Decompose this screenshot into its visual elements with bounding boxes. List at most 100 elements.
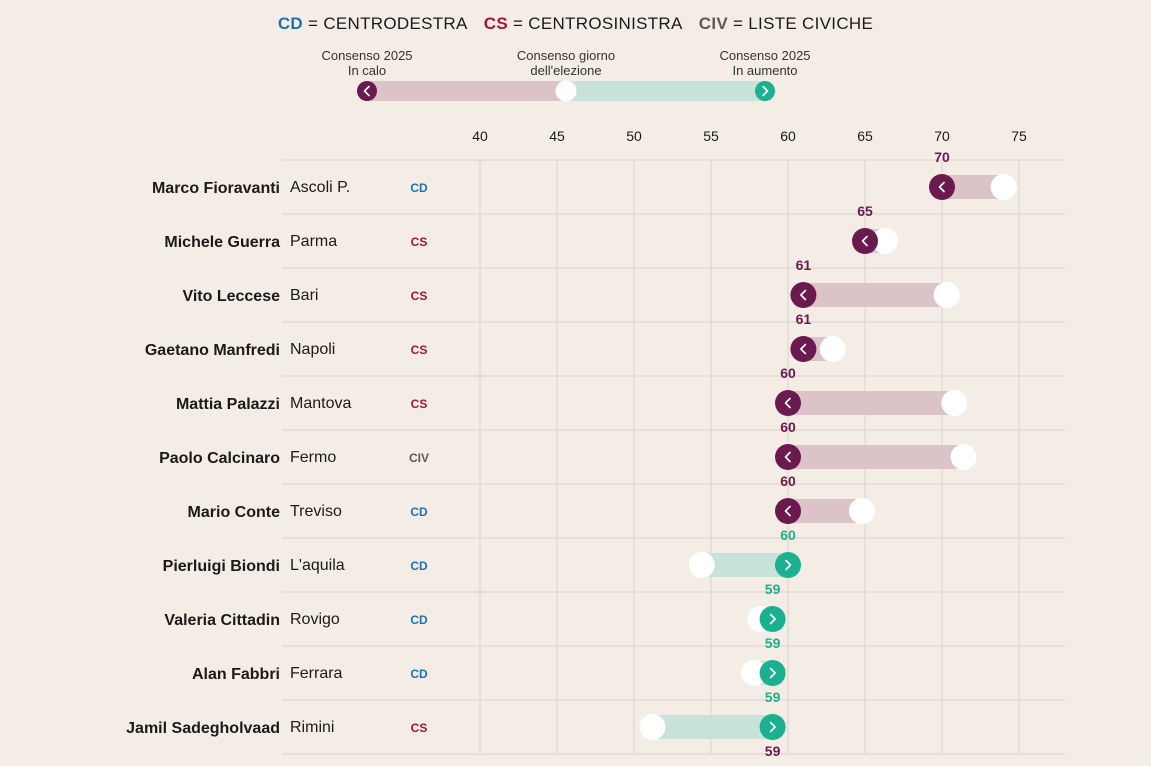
data-row: Michele Guerra Parma CS 65: [164, 203, 899, 254]
chevron-right-icon: [762, 85, 769, 97]
value-label: 59: [765, 581, 781, 597]
legend-eq: =: [308, 14, 319, 33]
legend-up-bar: [566, 81, 765, 101]
election-dot: [741, 660, 768, 686]
value-label: 70: [934, 149, 950, 165]
chevron-left-icon: [784, 451, 791, 463]
candidate-name: Pierluigi Biondi: [163, 558, 280, 575]
legend-eq: =: [513, 14, 524, 33]
legend-cd-abbr: CD: [277, 14, 304, 33]
consensus-2025-dot: [852, 228, 878, 254]
chevron-right-icon: [785, 559, 792, 571]
chevron-left-icon: [363, 85, 370, 97]
city-name: Fermo: [290, 449, 336, 466]
legend-down-dot: [357, 81, 377, 101]
candidate-name: Gaetano Manfredi: [145, 342, 280, 359]
city-name: Rovigo: [290, 611, 340, 628]
consensus-2025-dot: [775, 552, 801, 578]
tick-label: 50: [626, 128, 642, 144]
consensus-2025-dot: [790, 336, 817, 362]
chevron-right-icon: [769, 667, 776, 679]
city-name: Ascoli P.: [290, 179, 350, 196]
legend-eq: =: [733, 14, 744, 33]
tick-label: 45: [549, 128, 565, 144]
consensus-2025-dot: [759, 660, 786, 686]
range-bar: [788, 391, 955, 415]
range-bar: [652, 715, 773, 739]
party-badge: CD: [410, 181, 428, 195]
consensus-2025-dot: [759, 606, 786, 632]
election-dot: [819, 336, 846, 362]
data-row: Pierluigi Biondi L'aquila CD 60: [163, 527, 801, 578]
city-name: Rimini: [290, 719, 334, 736]
tick-label: 55: [703, 128, 719, 144]
chevron-left-icon: [784, 397, 791, 409]
city-name: Mantova: [290, 395, 351, 412]
election-dot: [639, 714, 666, 740]
party-badge: CD: [410, 613, 428, 627]
data-row: Paolo Calcinaro Fermo CIV 60: [159, 419, 977, 470]
value-label: 60: [780, 419, 796, 435]
legend-cs-abbr: CS: [483, 14, 508, 33]
tick-label: 75: [1011, 128, 1027, 144]
value-label: 59: [765, 743, 781, 759]
legend-graphic: [357, 80, 775, 102]
candidate-name: Vito Leccese: [182, 288, 280, 305]
value-label: 65: [857, 203, 873, 219]
legend-election-dot: [555, 80, 577, 102]
chevron-left-icon: [800, 343, 807, 355]
data-row: Jamil Sadegholvaad Rimini CS 59: [126, 689, 786, 740]
party-badge: CS: [411, 289, 428, 303]
city-name: Parma: [290, 233, 337, 250]
chevron-left-icon: [938, 181, 945, 193]
party-badge: CS: [411, 235, 428, 249]
value-label: 61: [796, 257, 812, 273]
election-dot: [950, 444, 977, 470]
data-row: Vito Leccese Bari CS 61: [182, 257, 960, 308]
election-dot: [941, 390, 968, 416]
tick-label: 70: [934, 128, 950, 144]
candidate-name: Jamil Sadegholvaad: [126, 720, 280, 737]
range-bar: [788, 445, 964, 469]
consensus-2025-dot: [929, 174, 955, 200]
election-dot: [933, 282, 960, 308]
data-row: Alan Fabbri Ferrara CD 59: [192, 635, 786, 686]
party-badge: CD: [410, 559, 428, 573]
data-row: Mario Conte Treviso CD 60: [188, 473, 875, 524]
consensus-2025-dot: [759, 714, 786, 740]
key-down-label: Consenso 2025 In calo: [321, 48, 413, 78]
tick-label: 65: [857, 128, 873, 144]
city-name: L'aquila: [290, 557, 345, 574]
range-bar: [803, 283, 947, 307]
consensus-2025-dot: [775, 444, 801, 470]
city-name: Bari: [290, 287, 318, 304]
legend-cs-text: CENTROSINISTRA: [528, 14, 682, 33]
candidate-name: Valeria Cittadin: [164, 612, 280, 629]
value-label: 59: [765, 689, 781, 705]
key-up-label: Consenso 2025 In aumento: [719, 48, 811, 78]
city-name: Treviso: [290, 503, 342, 520]
election-dot: [688, 552, 715, 578]
value-label: 60: [780, 527, 796, 543]
party-legend: CD = CENTRODESTRA CS = CENTROSINISTRA CI…: [0, 14, 1151, 34]
party-badge: CD: [410, 667, 428, 681]
grid-layer: 40 45 50 55 60 65 70 75: [282, 128, 1065, 755]
consensus-2025-dot: [775, 390, 801, 416]
value-label: 59: [765, 635, 781, 651]
consensus-2025-dot: [790, 282, 817, 308]
chevron-right-icon: [769, 721, 776, 733]
consensus-2025-dot: [775, 498, 801, 524]
value-label: 61: [796, 311, 812, 327]
party-badge: CIV: [409, 451, 429, 465]
city-name: Ferrara: [290, 665, 343, 682]
election-dot: [848, 498, 875, 524]
chevron-left-icon: [861, 235, 868, 247]
chevron-right-icon: [769, 613, 776, 625]
data-row: Gaetano Manfredi Napoli CS 61: [145, 311, 846, 362]
candidate-name: Mario Conte: [188, 504, 281, 521]
tick-label: 40: [472, 128, 488, 144]
party-badge: CS: [411, 397, 428, 411]
tick-label: 60: [780, 128, 796, 144]
legend-civ-text: LISTE CIVICHE: [748, 14, 874, 33]
